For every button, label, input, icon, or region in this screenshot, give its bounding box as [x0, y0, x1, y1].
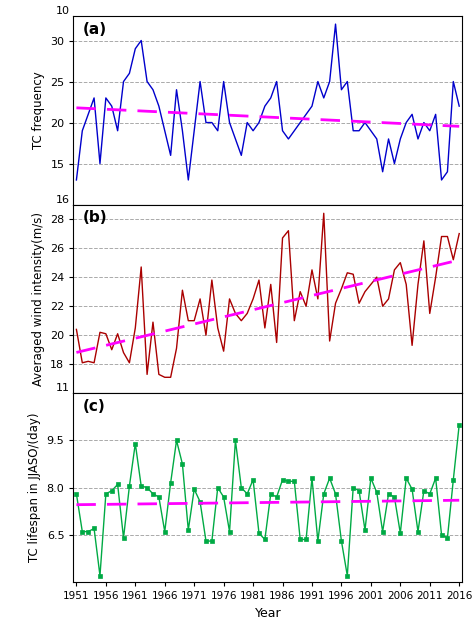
Y-axis label: TC lifespan in JJASO/(day): TC lifespan in JJASO/(day) [28, 413, 41, 562]
X-axis label: Year: Year [255, 607, 281, 619]
Text: 16: 16 [55, 195, 70, 205]
Text: 10: 10 [55, 6, 70, 16]
Text: (c): (c) [83, 399, 106, 414]
Y-axis label: TC frequency: TC frequency [32, 71, 45, 149]
Text: 11: 11 [55, 384, 70, 393]
Text: (a): (a) [83, 22, 107, 36]
Text: (b): (b) [83, 211, 108, 225]
Y-axis label: Averaged wind intensity(m/s): Averaged wind intensity(m/s) [32, 212, 45, 386]
